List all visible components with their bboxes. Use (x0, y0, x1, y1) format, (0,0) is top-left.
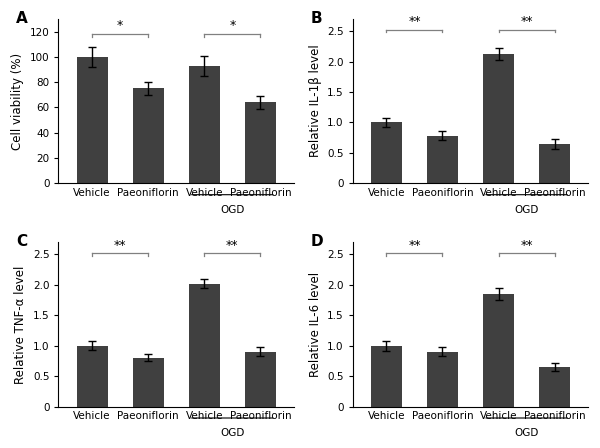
Bar (245, 352, 276, 406)
Text: B: B (310, 11, 322, 26)
Bar (371, 346, 402, 406)
Bar (371, 122, 402, 183)
Text: C: C (16, 234, 27, 249)
Text: **: ** (226, 239, 239, 252)
Text: OGD: OGD (514, 205, 539, 215)
Y-axis label: Relative IL-1β level: Relative IL-1β level (308, 45, 322, 157)
Bar (245, 102, 276, 183)
Text: **: ** (408, 15, 421, 28)
Text: A: A (16, 11, 28, 26)
Y-axis label: Cell viability (%): Cell viability (%) (11, 52, 24, 150)
Text: *: * (229, 19, 235, 32)
Bar (539, 144, 570, 183)
Text: **: ** (114, 239, 127, 252)
Text: OGD: OGD (220, 205, 244, 215)
Text: OGD: OGD (514, 428, 539, 438)
Bar (189, 284, 220, 406)
Text: OGD: OGD (220, 428, 244, 438)
Bar (427, 352, 458, 406)
Bar (427, 136, 458, 183)
Text: **: ** (520, 15, 533, 28)
Bar (483, 294, 514, 406)
Bar (539, 367, 570, 406)
Text: **: ** (520, 239, 533, 252)
Text: **: ** (408, 239, 421, 252)
Bar (77, 57, 107, 183)
Y-axis label: Relative IL-6 level: Relative IL-6 level (308, 272, 322, 377)
Bar (133, 88, 164, 183)
Y-axis label: Relative TNF-α level: Relative TNF-α level (14, 265, 27, 383)
Bar (189, 66, 220, 183)
Bar (77, 346, 107, 406)
Text: D: D (310, 234, 323, 249)
Text: *: * (117, 19, 123, 32)
Bar (483, 54, 514, 183)
Bar (133, 358, 164, 406)
